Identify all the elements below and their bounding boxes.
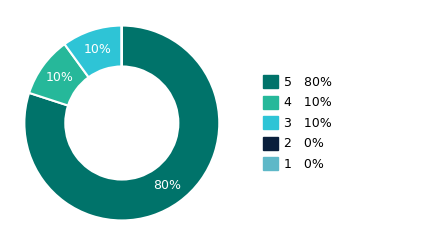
Text: 10%: 10%: [46, 71, 74, 84]
Wedge shape: [24, 26, 219, 220]
Legend: 5   80%, 4   10%, 3   10%, 2   0%, 1   0%: 5 80%, 4 10%, 3 10%, 2 0%, 1 0%: [259, 71, 335, 175]
Text: 80%: 80%: [153, 179, 181, 192]
Text: 10%: 10%: [84, 43, 112, 56]
Wedge shape: [29, 44, 89, 106]
Wedge shape: [65, 26, 122, 77]
